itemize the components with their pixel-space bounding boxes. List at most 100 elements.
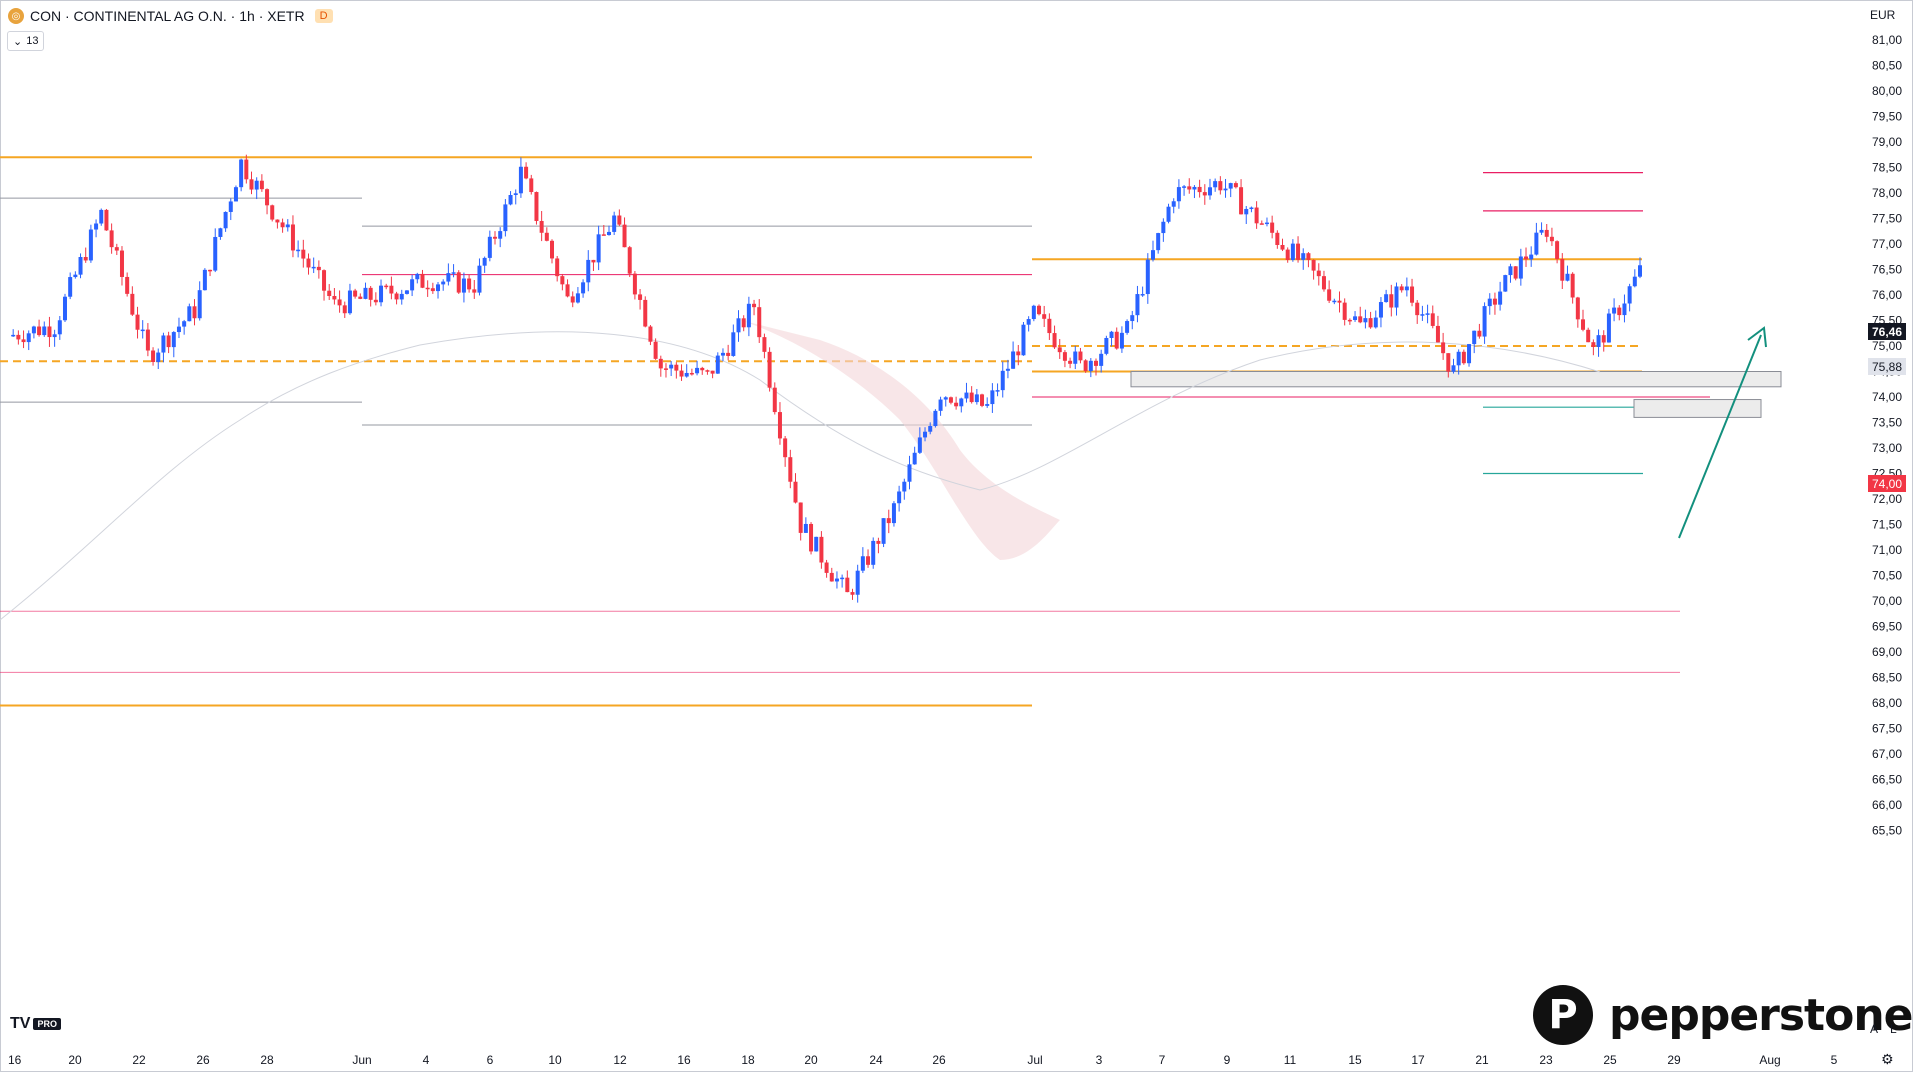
candle-body xyxy=(555,258,560,277)
candle-body xyxy=(814,536,819,552)
candle-body xyxy=(1125,321,1130,333)
candle-body xyxy=(57,320,62,335)
candle-body xyxy=(1068,360,1073,364)
candle-body xyxy=(933,410,938,427)
candle-body xyxy=(306,258,311,268)
candle-body xyxy=(1062,352,1067,361)
candle-body xyxy=(591,259,596,263)
tradingview-logo[interactable]: TV PRO xyxy=(10,1015,61,1033)
candle-body xyxy=(803,523,808,533)
candle-body xyxy=(1378,302,1383,318)
candle-body xyxy=(285,224,290,228)
candle-body xyxy=(363,287,368,299)
candle-body xyxy=(658,358,663,369)
candle-body xyxy=(254,180,259,190)
auto-scale-button[interactable]: A xyxy=(1870,1022,1879,1036)
candle-body xyxy=(47,326,52,338)
last-price-badge: 76,46 xyxy=(1868,323,1906,340)
candle-body xyxy=(695,367,700,374)
x-tick-label: 7 xyxy=(1159,1053,1166,1067)
candle-body xyxy=(1171,201,1176,207)
candle-body xyxy=(16,334,21,340)
candle-body xyxy=(513,193,518,196)
candle-body xyxy=(948,397,953,403)
x-tick-label: 21 xyxy=(1475,1053,1489,1067)
candle-body xyxy=(259,180,264,190)
candle-body xyxy=(1565,273,1570,281)
candle-body xyxy=(1435,325,1440,343)
candle-body xyxy=(679,370,684,377)
y-tick-label: 77,00 xyxy=(1872,237,1902,251)
support-zone[interactable] xyxy=(1633,399,1762,418)
candle-body xyxy=(1078,351,1083,361)
candle-body xyxy=(88,229,93,261)
y-tick-label: 69,00 xyxy=(1872,645,1902,659)
candle-body xyxy=(1503,275,1508,292)
candle-body xyxy=(1601,335,1606,343)
candle-body xyxy=(21,339,26,343)
y-tick-label: 70,00 xyxy=(1872,594,1902,608)
candle-body xyxy=(518,166,523,194)
pepperstone-p-icon: P xyxy=(1533,985,1593,1045)
candle-body xyxy=(208,269,213,272)
candle-body xyxy=(891,503,896,524)
candle-body xyxy=(1513,266,1518,279)
candle-body xyxy=(301,249,306,259)
candle-body xyxy=(332,296,337,300)
candle-body xyxy=(710,370,715,374)
projection-arrow[interactable] xyxy=(1678,334,1762,539)
candle-body xyxy=(876,540,881,544)
candle-body xyxy=(1031,305,1036,320)
candle-body xyxy=(83,257,88,261)
candle-body xyxy=(1492,298,1497,305)
support-zone[interactable] xyxy=(1130,371,1782,388)
candle-body xyxy=(109,230,114,248)
y-tick-label: 67,50 xyxy=(1872,722,1902,736)
y-tick-label: 65,50 xyxy=(1872,824,1902,838)
candle-body xyxy=(1472,330,1477,345)
candle-body xyxy=(980,394,985,406)
candle-body xyxy=(990,390,995,405)
y-tick-label: 69,50 xyxy=(1872,620,1902,634)
candle-body xyxy=(1104,337,1109,354)
candle-body xyxy=(1254,207,1259,224)
candle-body xyxy=(1430,313,1435,326)
indicator-toggle-button[interactable]: ⌄ 13 xyxy=(7,31,45,51)
candle-body xyxy=(197,290,202,319)
candle-body xyxy=(202,269,207,291)
symbol-title: CON · CONTINENTAL AG O.N. · 1h · XETR xyxy=(30,8,305,24)
candle-body xyxy=(917,437,922,453)
candle-body xyxy=(1249,207,1254,210)
candle-body xyxy=(337,299,342,306)
candle-body xyxy=(441,281,446,285)
candle-body xyxy=(1575,297,1580,320)
currency-label[interactable]: EUR xyxy=(1870,8,1896,22)
x-tick-label: 15 xyxy=(1348,1053,1362,1067)
candle-body xyxy=(1477,330,1482,337)
candle-body xyxy=(923,431,928,438)
log-scale-button[interactable]: L xyxy=(1890,1022,1897,1036)
candle-body xyxy=(436,284,441,292)
x-tick-label: 20 xyxy=(68,1053,82,1067)
candle-body xyxy=(612,215,617,232)
candle-body xyxy=(995,390,1000,392)
moving-average-line xyxy=(0,331,1601,621)
x-tick-label: 29 xyxy=(1667,1053,1681,1067)
x-tick-label: 26 xyxy=(932,1053,946,1067)
candle-body xyxy=(819,536,824,563)
candle-body xyxy=(752,303,757,308)
candle-body xyxy=(156,352,161,363)
candle-body xyxy=(451,272,456,274)
symbol-legend[interactable]: ◎ CON · CONTINENTAL AG O.N. · 1h · XETR … xyxy=(8,6,333,26)
candle-body xyxy=(347,290,352,314)
candle-body xyxy=(171,332,176,348)
candle-body xyxy=(777,412,782,439)
candle-body xyxy=(1539,229,1544,233)
candle-body xyxy=(446,273,451,282)
candle-body xyxy=(793,481,798,503)
candle-body xyxy=(1524,256,1529,260)
candle-body xyxy=(985,404,990,406)
gear-icon[interactable]: ⚙ xyxy=(1881,1051,1894,1067)
candle-body xyxy=(1233,183,1238,188)
